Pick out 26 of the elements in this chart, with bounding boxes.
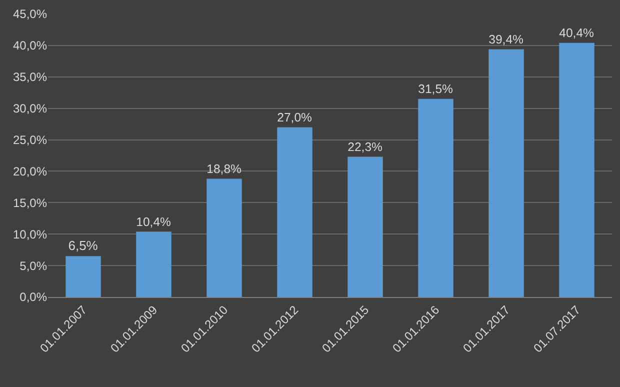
bar [488, 49, 524, 297]
y-tick-label: 0,0% [20, 290, 48, 304]
data-label: 18,8% [206, 162, 242, 176]
y-tick-label: 35,0% [12, 70, 48, 84]
y-tick-label: 20,0% [12, 164, 48, 178]
y-tick-label: 10,0% [12, 227, 48, 242]
y-tick-label: 15,0% [12, 196, 48, 210]
data-label: 39,4% [488, 32, 524, 46]
data-label: 27,0% [277, 110, 312, 124]
bar [277, 127, 312, 297]
y-tick-label: 45,0% [12, 7, 48, 22]
bar [206, 178, 242, 297]
data-label: 6,5% [68, 238, 98, 254]
bar [418, 98, 454, 297]
data-label: 31,5% [418, 82, 454, 96]
bar [559, 42, 594, 297]
data-label: 40,4% [559, 26, 594, 40]
y-tick-label: 30,0% [12, 102, 48, 116]
bar [348, 156, 383, 297]
y-tick-label: 5,0% [20, 258, 48, 273]
data-label: 10,4% [136, 214, 172, 229]
y-tick-label: 40,0% [12, 38, 48, 53]
y-tick-label: 25,0% [12, 132, 48, 147]
bar [136, 232, 172, 297]
data-label: 22,3% [348, 140, 383, 154]
bar [66, 256, 101, 297]
